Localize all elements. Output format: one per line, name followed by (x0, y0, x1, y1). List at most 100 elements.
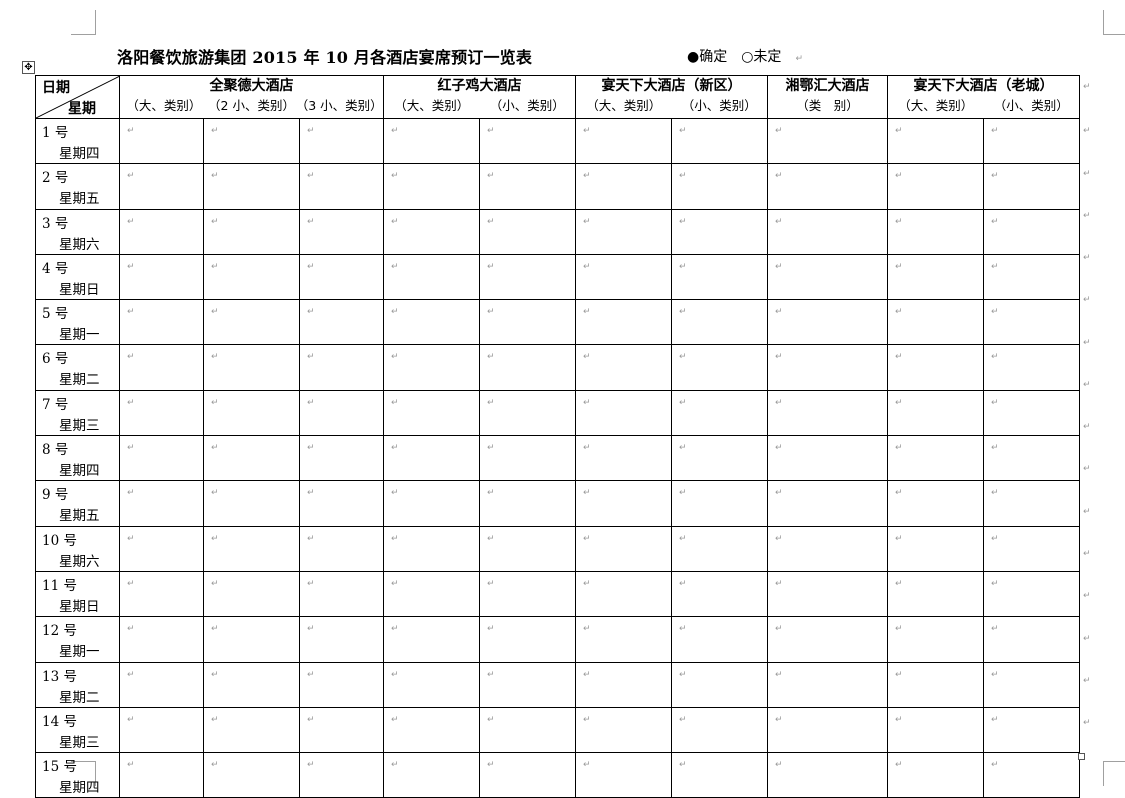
booking-cell[interactable]: ↵ (887, 435, 984, 482)
booking-cell[interactable]: ↵ (203, 616, 300, 663)
booking-cell[interactable]: ↵ (119, 525, 204, 572)
booking-cell[interactable]: ↵ (383, 525, 480, 572)
booking-cell[interactable]: ↵ (767, 117, 888, 165)
date-cell[interactable]: 4 号星期日 (35, 253, 120, 301)
booking-cell[interactable]: ↵ (383, 163, 480, 210)
booking-cell[interactable]: ↵ (119, 299, 204, 346)
booking-cell[interactable]: ↵ (299, 661, 384, 708)
booking-cell[interactable]: ↵ (767, 299, 888, 346)
booking-cell[interactable]: ↵ (887, 253, 984, 301)
booking-cell[interactable]: ↵ (479, 525, 576, 572)
booking-cell[interactable]: ↵ (983, 706, 1080, 754)
booking-cell[interactable]: ↵ (479, 389, 576, 437)
booking-cell[interactable]: ↵ (119, 344, 204, 391)
booking-cell[interactable]: ↵ (383, 208, 480, 255)
booking-cell[interactable]: ↵ (383, 616, 480, 663)
booking-cell[interactable]: ↵ (767, 389, 888, 437)
booking-cell[interactable]: ↵ (767, 616, 888, 663)
booking-cell[interactable]: ↵ (575, 344, 672, 391)
booking-cell[interactable]: ↵ (887, 208, 984, 255)
booking-cell[interactable]: ↵ (383, 117, 480, 165)
booking-cell[interactable]: ↵ (575, 117, 672, 165)
booking-cell[interactable]: ↵ (383, 344, 480, 391)
booking-cell[interactable]: ↵ (575, 706, 672, 754)
booking-cell[interactable]: ↵ (119, 752, 204, 798)
booking-cell[interactable]: ↵ (299, 525, 384, 572)
booking-cell[interactable]: ↵ (299, 344, 384, 391)
booking-cell[interactable]: ↵ (479, 616, 576, 663)
booking-cell[interactable]: ↵ (299, 570, 384, 618)
booking-cell[interactable]: ↵ (299, 299, 384, 346)
booking-cell[interactable]: ↵ (479, 344, 576, 391)
booking-cell[interactable]: ↵ (671, 570, 768, 618)
booking-cell[interactable]: ↵ (383, 299, 480, 346)
booking-cell[interactable]: ↵ (479, 253, 576, 301)
booking-cell[interactable]: ↵ (671, 661, 768, 708)
booking-cell[interactable]: ↵ (479, 435, 576, 482)
booking-cell[interactable]: ↵ (299, 435, 384, 482)
booking-cell[interactable]: ↵ (203, 253, 300, 301)
booking-cell[interactable]: ↵ (671, 344, 768, 391)
booking-cell[interactable]: ↵ (671, 253, 768, 301)
date-cell[interactable]: 11 号星期日 (35, 570, 120, 618)
booking-cell[interactable]: ↵ (203, 389, 300, 437)
booking-cell[interactable]: ↵ (383, 480, 480, 527)
date-cell[interactable]: 2 号星期五 (35, 163, 120, 210)
booking-cell[interactable]: ↵ (203, 344, 300, 391)
booking-cell[interactable]: ↵ (383, 661, 480, 708)
booking-cell[interactable]: ↵ (575, 570, 672, 618)
booking-cell[interactable]: ↵ (383, 752, 480, 798)
booking-cell[interactable]: ↵ (479, 706, 576, 754)
table-move-handle-icon[interactable]: ✥ (22, 61, 35, 74)
booking-cell[interactable]: ↵ (767, 208, 888, 255)
booking-cell[interactable]: ↵ (119, 389, 204, 437)
booking-cell[interactable]: ↵ (299, 253, 384, 301)
booking-cell[interactable]: ↵ (479, 480, 576, 527)
booking-cell[interactable]: ↵ (479, 661, 576, 708)
booking-cell[interactable]: ↵ (575, 435, 672, 482)
booking-cell[interactable]: ↵ (767, 525, 888, 572)
booking-cell[interactable]: ↵ (575, 208, 672, 255)
booking-cell[interactable]: ↵ (671, 389, 768, 437)
booking-cell[interactable]: ↵ (383, 570, 480, 618)
booking-cell[interactable]: ↵ (767, 253, 888, 301)
booking-cell[interactable]: ↵ (383, 706, 480, 754)
booking-cell[interactable]: ↵ (887, 706, 984, 754)
booking-cell[interactable]: ↵ (119, 661, 204, 708)
booking-cell[interactable]: ↵ (119, 435, 204, 482)
date-cell[interactable]: 1 号星期四 (35, 117, 120, 165)
booking-cell[interactable]: ↵ (671, 706, 768, 754)
booking-cell[interactable]: ↵ (983, 752, 1080, 798)
booking-cell[interactable]: ↵ (671, 616, 768, 663)
date-cell[interactable]: 14 号星期三 (35, 706, 120, 754)
booking-cell[interactable]: ↵ (203, 661, 300, 708)
booking-cell[interactable]: ↵ (479, 570, 576, 618)
booking-cell[interactable]: ↵ (203, 752, 300, 798)
booking-cell[interactable]: ↵ (575, 253, 672, 301)
booking-cell[interactable]: ↵ (119, 570, 204, 618)
booking-cell[interactable]: ↵ (203, 117, 300, 165)
date-cell[interactable]: 10 号星期六 (35, 525, 120, 572)
booking-cell[interactable]: ↵ (767, 435, 888, 482)
booking-cell[interactable]: ↵ (671, 480, 768, 527)
booking-cell[interactable]: ↵ (575, 661, 672, 708)
booking-cell[interactable]: ↵ (887, 299, 984, 346)
booking-cell[interactable]: ↵ (983, 435, 1080, 482)
booking-cell[interactable]: ↵ (575, 299, 672, 346)
booking-cell[interactable]: ↵ (203, 208, 300, 255)
booking-cell[interactable]: ↵ (887, 389, 984, 437)
booking-cell[interactable]: ↵ (119, 117, 204, 165)
booking-cell[interactable]: ↵ (983, 480, 1080, 527)
booking-cell[interactable]: ↵ (887, 616, 984, 663)
booking-cell[interactable]: ↵ (983, 616, 1080, 663)
booking-cell[interactable]: ↵ (119, 616, 204, 663)
booking-cell[interactable]: ↵ (671, 117, 768, 165)
date-cell[interactable]: 5 号星期一 (35, 299, 120, 346)
booking-cell[interactable]: ↵ (203, 435, 300, 482)
booking-cell[interactable]: ↵ (671, 299, 768, 346)
booking-cell[interactable]: ↵ (671, 752, 768, 798)
booking-cell[interactable]: ↵ (203, 570, 300, 618)
date-cell[interactable]: 9 号星期五 (35, 480, 120, 527)
booking-cell[interactable]: ↵ (887, 163, 984, 210)
booking-cell[interactable]: ↵ (887, 344, 984, 391)
